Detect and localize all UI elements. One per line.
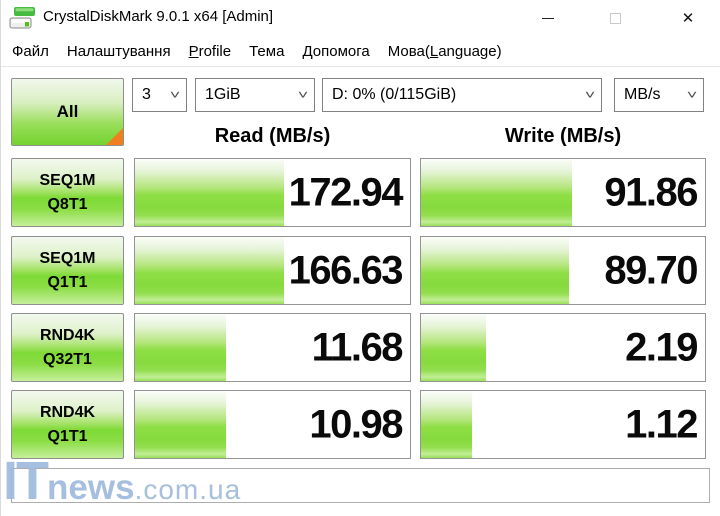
result-bar (421, 314, 487, 381)
maximize-button[interactable] (592, 0, 638, 36)
test-label-line2: Q1T1 (47, 427, 88, 445)
test-label-line2: Q8T1 (47, 195, 88, 213)
read-result-cell: 11.68 (134, 313, 411, 382)
read-result-cell: 172.94 (134, 158, 411, 227)
write-value: 1.12 (625, 402, 698, 446)
unit-select[interactable]: MB/s ˅ (614, 78, 704, 112)
menu-bar: Файл Налаштування Profile Тема Допомога … (3, 36, 511, 66)
maximize-icon (609, 12, 621, 24)
result-bar (135, 391, 226, 458)
run-all-button[interactable]: All (11, 78, 124, 146)
test-button-rnd4k-q32t1[interactable]: RND4K Q32T1 (11, 313, 124, 382)
menu-profile[interactable]: Profile (188, 42, 232, 60)
read-value: 11.68 (311, 325, 404, 369)
corner-triangle-icon (106, 128, 123, 145)
test-button-rnd4k-q1t1[interactable]: RND4K Q1T1 (11, 390, 124, 459)
read-column-header: Read (MB/s) (214, 125, 331, 147)
test-size-value: 1GiB (205, 86, 241, 103)
write-result-cell: 2.19 (420, 313, 706, 382)
minimize-icon (542, 17, 554, 19)
test-label-line1: SEQ1M (39, 171, 96, 189)
test-button-seq1m-q1t1[interactable]: SEQ1M Q1T1 (11, 236, 124, 305)
result-bar (421, 159, 572, 226)
test-size-select[interactable]: 1GiB ˅ (195, 78, 315, 112)
menu-file[interactable]: Файл (12, 42, 49, 60)
read-result-cell: 10.98 (134, 390, 411, 459)
result-bar (421, 391, 473, 458)
unit-value: MB/s (624, 86, 661, 103)
write-result-cell: 89.70 (420, 236, 706, 305)
menu-settings[interactable]: Налаштування (66, 42, 171, 60)
menu-theme[interactable]: Тема (249, 42, 285, 60)
result-bar (135, 159, 284, 226)
write-value: 2.19 (625, 325, 698, 369)
close-button[interactable]: ✕ (665, 0, 711, 36)
close-icon: ✕ (681, 9, 695, 27)
read-value: 10.98 (309, 402, 403, 446)
read-value: 172.94 (288, 170, 404, 214)
write-value: 91.86 (604, 170, 698, 214)
write-result-cell: 1.12 (420, 390, 706, 459)
result-bar (421, 237, 569, 304)
chevron-down-icon: ˅ (686, 88, 698, 102)
menu-language[interactable]: Мова(Language) (387, 42, 502, 60)
read-result-cell: 166.63 (134, 236, 411, 305)
menu-separator (1, 66, 720, 67)
test-count-select[interactable]: 3 ˅ (132, 78, 187, 112)
run-all-label: All (56, 102, 79, 121)
target-drive-value: D: 0% (0/115GiB) (332, 86, 457, 103)
chevron-down-icon: ˅ (169, 88, 181, 102)
write-value: 89.70 (604, 248, 698, 292)
chevron-down-icon: ˅ (297, 88, 309, 102)
chevron-down-icon: ˅ (584, 88, 596, 102)
test-label-line1: RND4K (39, 403, 96, 421)
test-label-line1: SEQ1M (39, 249, 96, 267)
write-column-header: Write (MB/s) (504, 125, 622, 147)
menu-help[interactable]: Допомога (302, 42, 370, 60)
result-bar (135, 237, 284, 304)
write-result-cell: 91.86 (420, 158, 706, 227)
read-value: 166.63 (288, 248, 404, 292)
test-count-value: 3 (142, 86, 151, 103)
test-label-line2: Q32T1 (43, 350, 92, 368)
result-bar (135, 314, 226, 381)
test-label-line2: Q1T1 (47, 273, 88, 291)
window-title: CrystalDiskMark 9.0.1 x64 [Admin] (43, 8, 274, 25)
target-drive-select[interactable]: D: 0% (0/115GiB) ˅ (322, 78, 602, 112)
title-bar: CrystalDiskMark 9.0.1 x64 [Admin] ✕ (1, 0, 720, 36)
comment-input[interactable] (11, 468, 710, 503)
app-disk-icon (9, 7, 35, 29)
test-button-seq1m-q8t1[interactable]: SEQ1M Q8T1 (11, 158, 124, 227)
test-label-line1: RND4K (39, 326, 96, 344)
minimize-button[interactable] (525, 0, 571, 36)
